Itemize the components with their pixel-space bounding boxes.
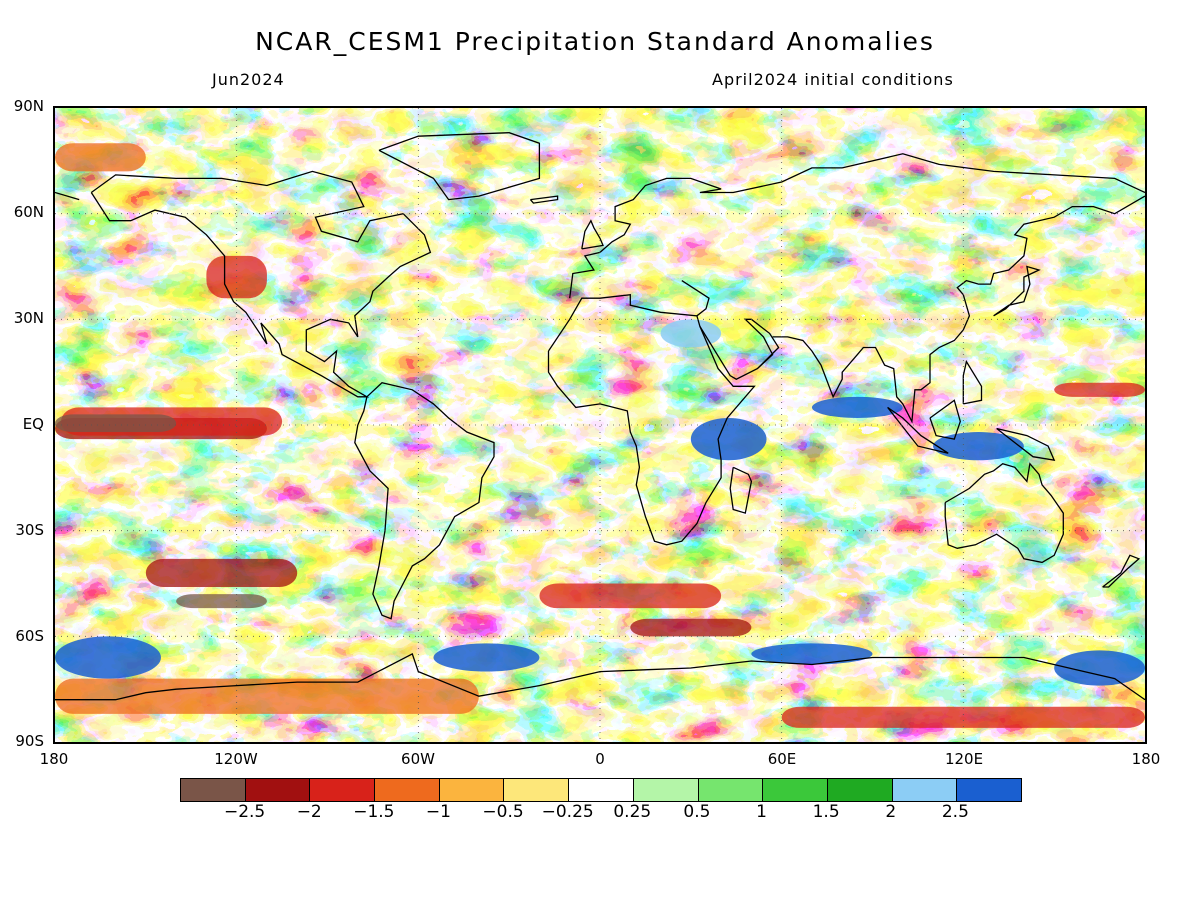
colorbar-label: −2 [296,802,322,822]
colorbar-label: −1.5 [353,802,395,822]
coastline [90,170,432,398]
coastline [962,359,983,405]
anomaly-patch [1054,382,1145,397]
coastline [569,153,1145,299]
coastline [354,381,495,620]
anomaly-patch [660,319,722,348]
coastline [993,265,1041,317]
coastline [996,427,1056,462]
lon-label-120w: 120W [214,750,258,768]
anomaly-patch [176,594,267,609]
colorbar-label: 0.5 [683,802,711,822]
coastline [681,280,710,317]
colorbar-swatch [892,779,958,801]
anomaly-patch [781,706,1145,728]
anomaly-patch [433,643,540,672]
anomaly-patch [690,417,767,461]
lat-label-60n: 60N [13,203,44,221]
coastline [887,406,949,454]
coastline [581,219,604,250]
anomaly-patch [933,432,1024,461]
colorbar-swatch [375,779,440,801]
anomaly-patch [55,143,146,172]
colorbar [180,778,1022,802]
colorbar-label: 2.5 [941,802,969,822]
coastline [944,462,1064,564]
anomaly-patch [55,636,161,679]
colorbar-label: −0.5 [482,802,524,822]
lon-label-60w: 60W [401,750,435,768]
colorbar-swatch [569,779,634,801]
coastlines [55,132,1145,701]
initial-conditions: April2024 initial conditions [712,70,954,89]
anomaly-patch [55,414,177,433]
anomaly-map [55,108,1145,742]
coastline [729,466,753,514]
coastline [55,191,80,201]
lat-label-30n: 30N [13,309,44,327]
coastline [547,293,756,546]
colorbar-label: 2 [885,802,897,822]
lat-label-eq: EQ [22,415,44,433]
colorbar-swatch [439,779,505,801]
map-panel [53,106,1147,744]
colorbar-swatch [827,779,893,801]
colorbar-swatch [633,779,699,801]
lon-label-60e: 60E [767,750,797,768]
anomaly-bands [55,143,1145,728]
colorbar-swatch [763,779,828,801]
colorbar-label: −2.5 [223,802,266,822]
chart-title: NCAR_CESM1 Precipitation Standard Anomal… [255,27,935,56]
anomaly-patch [55,678,479,714]
colorbar-label: −0.25 [541,802,594,822]
lon-label-0: 0 [595,750,605,768]
coastline [1102,554,1141,588]
anomaly-patch [206,255,267,299]
anomaly-patch [1054,650,1145,686]
lon-label-120e: 120E [944,750,984,768]
colorbar-label: 0.25 [613,802,652,822]
colorbar-swatch [310,779,376,801]
coastline [529,195,559,204]
coastline [699,318,780,380]
graticule [55,108,1145,742]
lon-label-180w: 180 [39,750,69,768]
colorbar-swatch [181,779,246,801]
anomaly-patch [811,396,903,418]
forecast-month: Jun2024 [212,70,285,89]
anomaly-patch [630,618,752,637]
anomaly-patch [539,583,722,609]
coastline [55,652,1145,701]
colorbar-label: 1 [756,802,767,822]
colorbar-swatch [957,779,1021,801]
lat-label-90n: 90N [13,97,44,115]
colorbar-label: −1 [425,802,451,822]
coastline [378,132,541,201]
colorbar-label: 1.5 [812,802,840,822]
anomaly-patch [145,558,298,588]
anomaly-patch [751,643,873,665]
coastline [929,399,961,440]
lat-label-90s: 90S [15,732,44,750]
lat-label-30s: 30S [15,521,44,539]
colorbar-swatch [245,779,311,801]
lon-label-180e: 180 [1131,750,1161,768]
lat-label-60s: 60S [15,627,44,645]
colorbar-swatch [504,779,570,801]
coastline [772,195,1145,424]
colorbar-swatch [698,779,764,801]
